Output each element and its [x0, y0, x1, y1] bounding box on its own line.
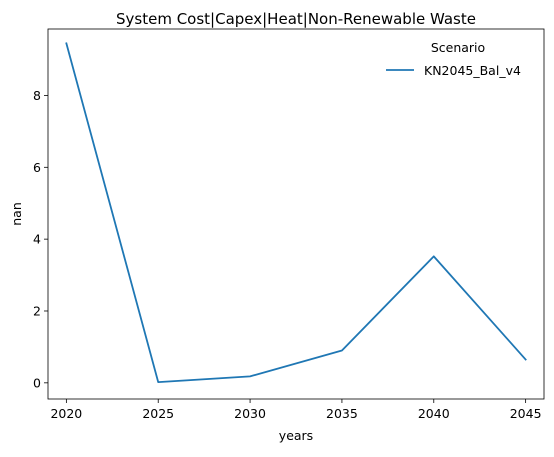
y-axis-ticks: 0 2 4 6 8 — [33, 88, 48, 390]
y-tick-label: 8 — [33, 88, 41, 103]
legend-title: Scenario — [431, 40, 485, 55]
x-tick-label: 2020 — [50, 406, 82, 421]
y-tick-label: 2 — [33, 303, 41, 318]
legend: Scenario KN2045_Bal_v4 — [386, 40, 521, 78]
y-axis-label: nan — [9, 202, 24, 226]
x-tick-label: 2040 — [418, 406, 450, 421]
y-tick-label: 4 — [33, 232, 41, 247]
series-line-0 — [65, 42, 527, 384]
y-tick-label: 6 — [33, 160, 41, 175]
x-axis-ticks: 2020 2025 2030 2035 2040 2045 — [50, 399, 542, 421]
legend-label: KN2045_Bal_v4 — [424, 63, 521, 78]
chart-title: System Cost|Capex|Heat|Non-Renewable Was… — [116, 10, 476, 28]
x-tick-label: 2045 — [510, 406, 542, 421]
y-tick-label: 0 — [33, 375, 41, 390]
x-tick-label: 2030 — [234, 406, 266, 421]
series-layer — [65, 42, 527, 384]
plot-area-frame — [47, 28, 545, 400]
x-axis-label: years — [279, 428, 313, 443]
x-tick-label: 2025 — [142, 406, 174, 421]
x-tick-label: 2035 — [326, 406, 358, 421]
